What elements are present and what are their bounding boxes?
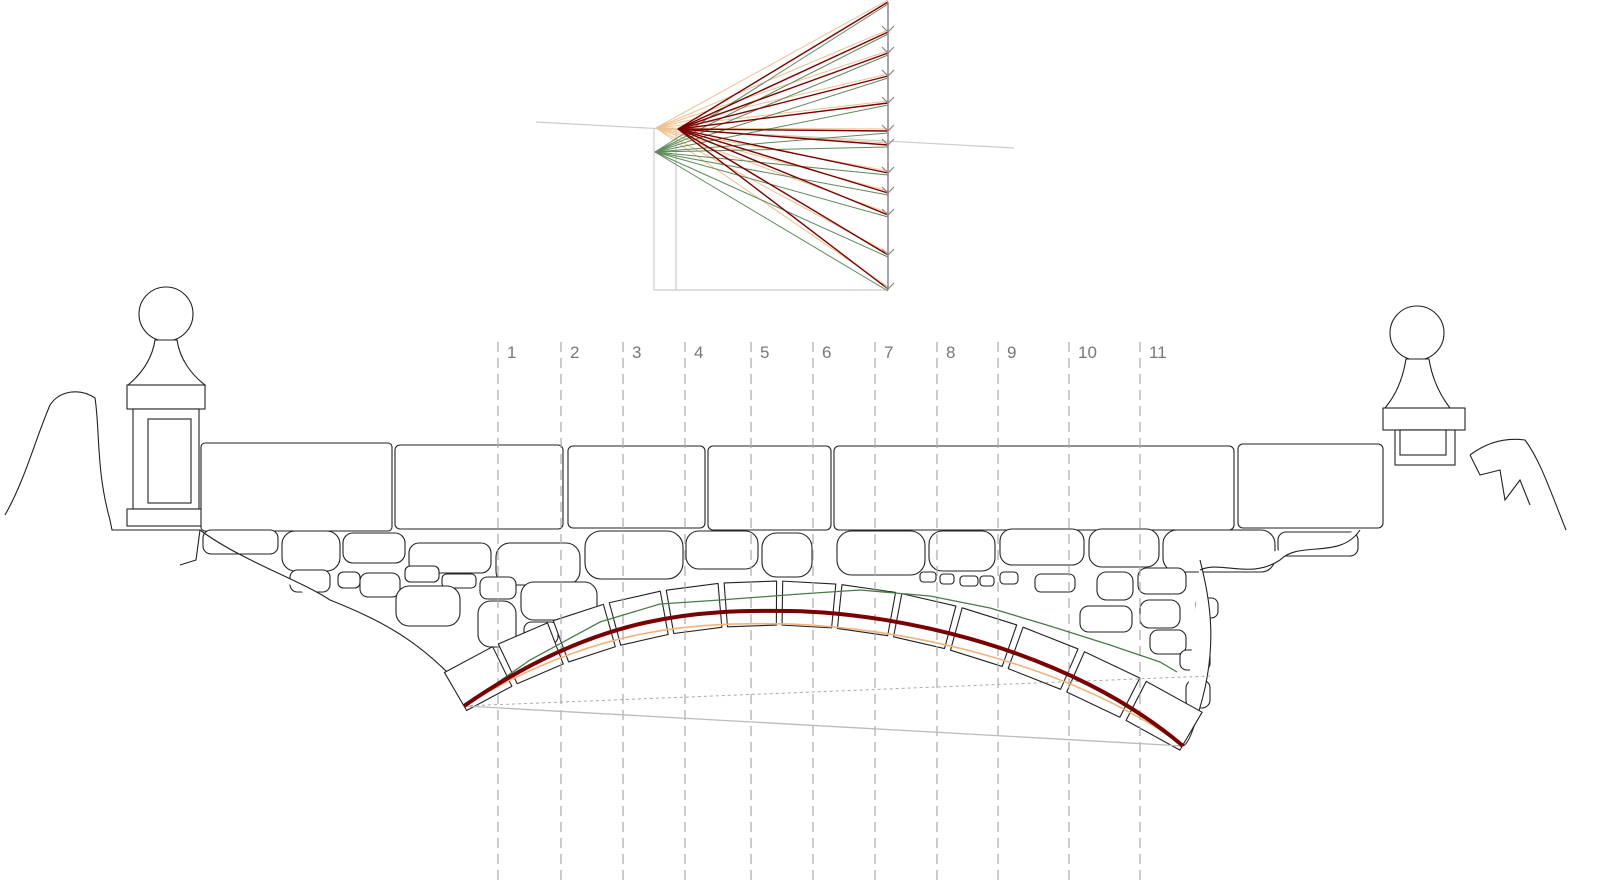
- guide-line: [535, 121, 1015, 149]
- rubble-stone: [761, 532, 813, 578]
- rubble-stone: [1137, 567, 1187, 595]
- section-label: 10: [1078, 343, 1097, 362]
- voussoir-stone: [781, 580, 837, 629]
- chord-line: [463, 705, 1184, 747]
- force-ray: [654, 151, 889, 292]
- section-label: 6: [822, 343, 831, 362]
- force-polygon: [535, 0, 1015, 292]
- rubble-stone: [1079, 605, 1133, 633]
- voussoir-stone: [949, 607, 1018, 667]
- force-ray: [677, 128, 889, 290]
- force-ray: [677, 128, 889, 256]
- section-label: 11: [1149, 343, 1167, 362]
- force-ray: [677, 128, 889, 146]
- arch-voussoirs: [443, 580, 1203, 751]
- thrust-line-lower: [469, 622, 1179, 743]
- force-ray: [654, 151, 889, 258]
- rubble-stone: [919, 571, 937, 583]
- force-ray: [677, 52, 889, 130]
- voussoir-stone: [1007, 626, 1079, 690]
- force-ray: [677, 1, 889, 130]
- section-label: 9: [1007, 343, 1016, 362]
- dashed-chord-line: [463, 675, 1211, 707]
- rubble-stone: [584, 530, 684, 580]
- load-arrow-icon: [881, 46, 895, 54]
- load-arrow-icon: [881, 96, 895, 104]
- left-pillar: [126, 286, 207, 527]
- voussoir-stone: [892, 593, 957, 650]
- section-label: 4: [694, 343, 703, 362]
- voussoir-stone: [665, 582, 723, 635]
- force-ray: [654, 132, 889, 153]
- rubble-stone: [342, 532, 406, 564]
- rubble-stone: [359, 572, 401, 598]
- rubble-stone: [1034, 573, 1076, 593]
- force-ray: [654, 77, 889, 153]
- rubble-stone: [1096, 571, 1134, 601]
- parapet: [200, 442, 1384, 532]
- load-arrow-icon: [881, 124, 895, 132]
- section-label: 5: [760, 343, 769, 362]
- rubble-stone: [999, 528, 1085, 566]
- rubble-stone: [477, 600, 517, 648]
- force-ray: [654, 151, 889, 176]
- rubble-stone: [395, 585, 461, 627]
- load-arrow-icon: [881, 69, 895, 77]
- voussoir-stone: [497, 622, 564, 685]
- section-label: 7: [884, 343, 893, 362]
- force-ray: [654, 104, 889, 153]
- force-ray: [677, 75, 889, 130]
- force-ray: [655, 50, 889, 129]
- force-ray: [677, 128, 889, 132]
- rubble-stone: [999, 571, 1019, 585]
- right-pillar: [1382, 305, 1466, 466]
- section-label: 3: [632, 343, 641, 362]
- load-arrow-icon: [881, 248, 895, 256]
- force-ray: [655, 127, 889, 288]
- force-ray: [677, 128, 889, 174]
- spandrel-outline: [199, 529, 1361, 747]
- load-arrow-icon: [881, 186, 895, 194]
- section-label: 2: [570, 343, 579, 362]
- rubble-stone: [1149, 629, 1187, 655]
- force-ray: [677, 31, 889, 130]
- rubble-stone: [404, 565, 440, 583]
- force-ray: [654, 151, 889, 196]
- rubble-stone: [1139, 599, 1181, 629]
- force-ray: [655, 73, 889, 129]
- force-ray: [677, 102, 889, 130]
- rubble-stone: [441, 573, 477, 589]
- guide-frame: [653, 128, 888, 291]
- section-label: 8: [946, 343, 955, 362]
- load-arrow-icon: [881, 208, 895, 216]
- voussoir-stone: [723, 580, 778, 628]
- rubble-stone: [836, 530, 926, 576]
- rubble-stone: [959, 575, 979, 587]
- load-arrow-icon: [881, 138, 895, 146]
- force-ray: [655, 29, 889, 129]
- rubble-stone: [685, 530, 759, 570]
- force-ray: [677, 128, 889, 216]
- rubble-stone: [928, 530, 996, 572]
- load-arrow-icon: [881, 166, 895, 174]
- thrust-line-main: [462, 608, 1185, 748]
- right-bank-rock: [1469, 438, 1567, 531]
- rubble-stone: [281, 530, 341, 572]
- rubble-stone: [337, 571, 361, 589]
- load-arrow-icon: [881, 282, 895, 290]
- rubble-stone: [1088, 528, 1160, 568]
- load-arrow-icon: [881, 25, 895, 33]
- force-ray: [677, 128, 889, 194]
- thrust-line-upper: [463, 589, 1178, 707]
- section-label: 1: [507, 343, 516, 362]
- left-bank-rock: [4, 391, 201, 566]
- force-ray: [654, 146, 889, 153]
- voussoir-stone: [443, 646, 513, 712]
- bridge-elevation: 1 2 3 4 5 6 7 8 9 10 11: [4, 286, 1567, 886]
- force-ray: [655, 0, 889, 129]
- rubble-stone: [939, 573, 955, 585]
- rubble-stone: [979, 575, 995, 587]
- rubble-stone: [202, 529, 279, 555]
